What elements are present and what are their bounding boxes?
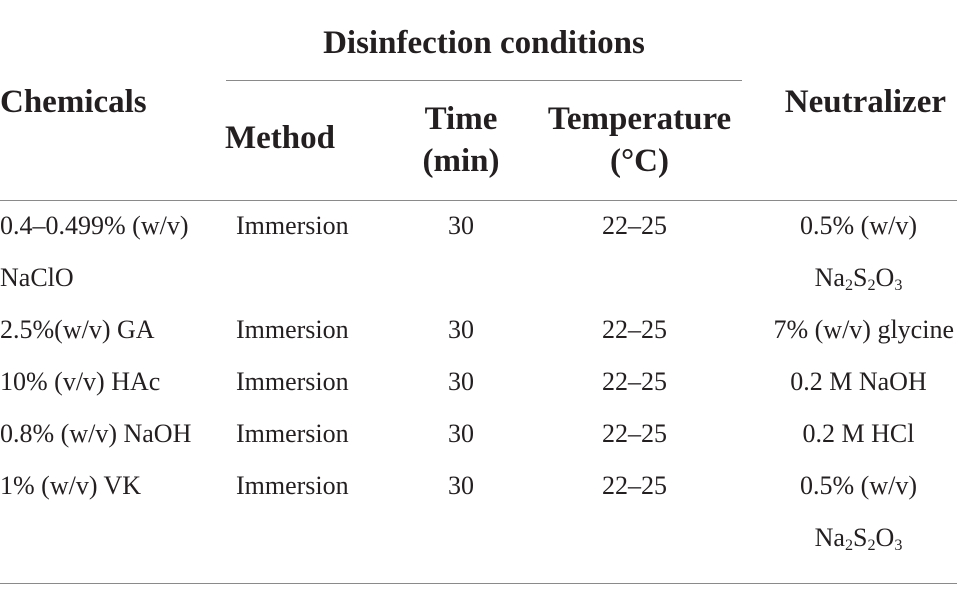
neutralizer-cell: 0.5% (w/v) [800,471,917,500]
header-neutralizer: Neutralizer [784,84,946,120]
group-underline [226,80,742,81]
header-time-line2: (min) [422,143,500,179]
temperature-cell: 22–25 [602,211,667,240]
temperature-cell: 22–25 [602,367,667,396]
method-cell: Immersion [236,315,349,344]
temperature-cell: 22–25 [602,471,667,500]
temperature-cell: 22–25 [602,315,667,344]
method-cell: Immersion [236,471,349,500]
chemical-cell: 0.4–0.499% (w/v) [0,211,189,240]
chemical-cell: 1% (w/v) VK [0,471,142,500]
time-cell: 30 [448,315,474,344]
header-time-line1: Time [424,101,498,137]
time-cell: 30 [448,211,474,240]
neutralizer-cell: 7% (w/v) glycine [773,315,954,344]
header-temperature-line1: Temperature [547,101,732,137]
chemical-cell: 2.5%(w/v) GA [0,315,155,344]
neutralizer-cell: 0.5% (w/v) [800,211,917,240]
chemical-cell: 0.8% (w/v) NaOH [0,419,192,448]
header-bottom-rule [0,200,957,201]
header-disinfection-conditions: Disinfection conditions [323,25,645,61]
method-cell: Immersion [236,367,349,396]
header-method: Method [225,120,335,156]
time-cell: 30 [448,367,474,396]
chemical-cell-cont: NaClO [0,263,74,292]
neutralizer-cell: 0.2 M HCl [802,419,915,448]
neutralizer-cell-cont: Na2S2O3 [814,263,903,295]
time-cell: 30 [448,471,474,500]
table-bottom-rule [0,583,957,584]
neutralizer-cell: 0.2 M NaOH [790,367,927,396]
neutralizer-cell-cont: Na2S2O3 [814,523,903,555]
chemical-cell: 10% (v/v) HAc [0,367,161,396]
header-chemicals: Chemicals [0,84,147,120]
method-cell: Immersion [236,211,349,240]
header-temperature-line2: (°C) [609,143,669,179]
temperature-cell: 22–25 [602,419,667,448]
time-cell: 30 [448,419,474,448]
method-cell: Immersion [236,419,349,448]
